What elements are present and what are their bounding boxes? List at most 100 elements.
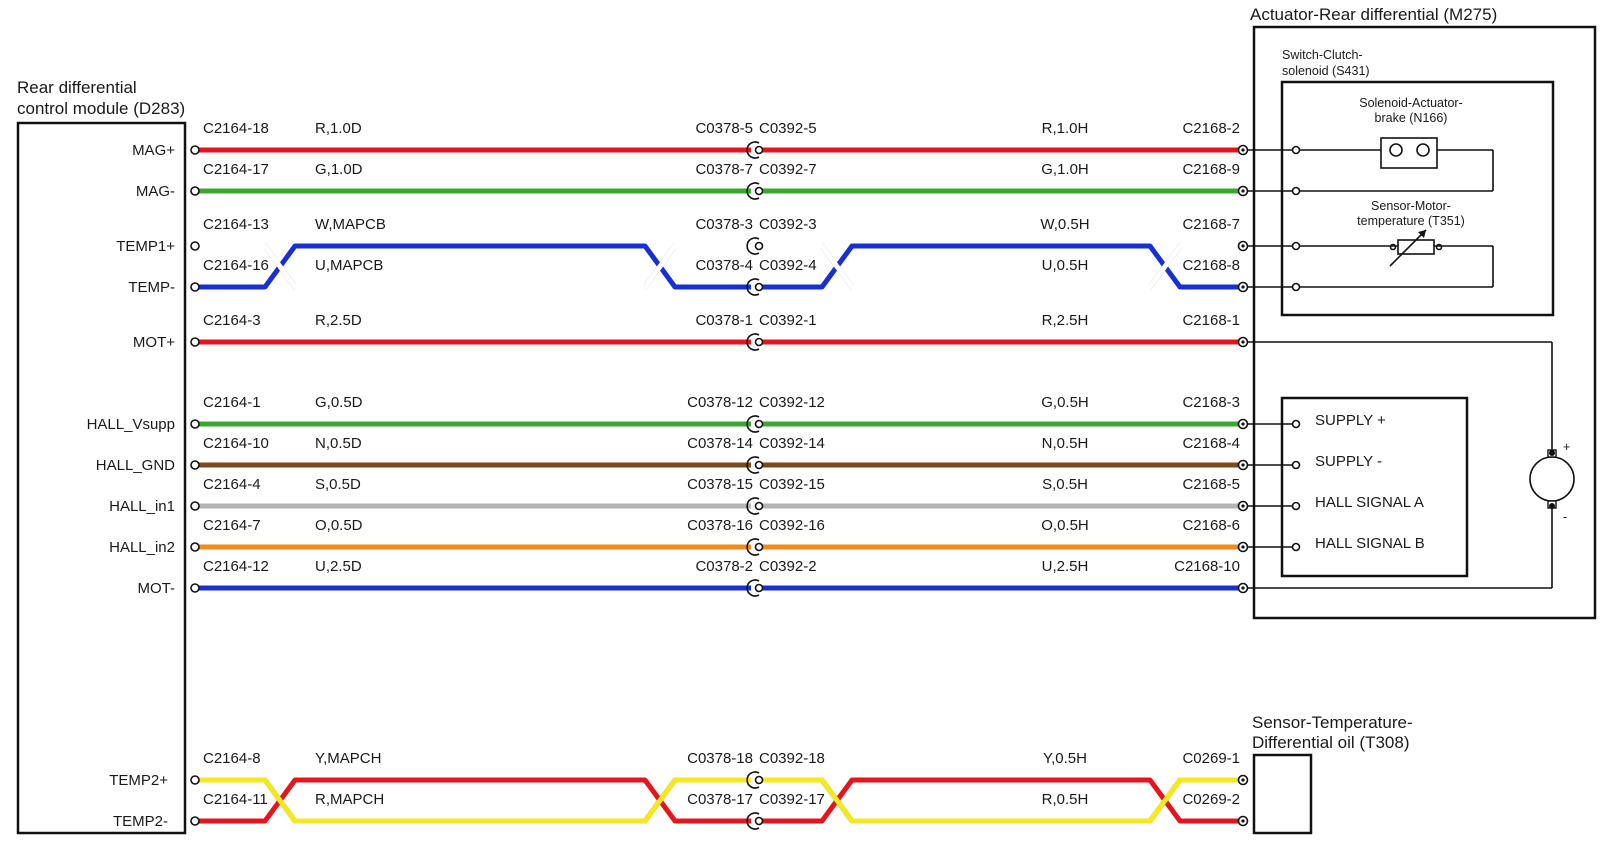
label-w-right: G,1.0H [1041, 161, 1089, 178]
terminal-right-dot [1241, 148, 1245, 152]
terminal-right-dot [1241, 340, 1245, 344]
terminal-right-dot [1241, 819, 1245, 823]
module-box [16, 121, 187, 835]
junction-connector [746, 182, 760, 200]
brake-title-line2: brake (N166) [1375, 111, 1448, 125]
internal-terminal [1291, 145, 1301, 155]
label-c-right: C2168-4 [1182, 435, 1240, 452]
label-c-right: C2168-9 [1182, 161, 1240, 178]
hall-label-supply-plus: SUPPLY + [1315, 412, 1386, 429]
terminal-right-dot [1241, 244, 1245, 248]
label-j-right: C0392-18 [759, 750, 825, 767]
hall-terminal [1291, 501, 1301, 511]
label-c-left: C2164-3 [203, 312, 261, 329]
label-w-right: N,0.5H [1042, 435, 1089, 452]
junction-pin [754, 542, 764, 552]
pin-label: HALL_in1 [109, 498, 175, 515]
label-w-right: W,0.5H [1040, 216, 1089, 233]
label-w-right: Y,0.5H [1043, 750, 1087, 767]
junction-pin [754, 145, 764, 155]
motor-temp-title-line2: temperature (T351) [1357, 214, 1465, 228]
label-c-right: C2168-8 [1182, 257, 1240, 274]
terminal-right-dot [1241, 586, 1245, 590]
label-j-left: C0378-1 [695, 312, 753, 329]
wire [762, 777, 1243, 824]
internal-terminal [1291, 282, 1301, 292]
label-w-right: U,2.5H [1042, 558, 1089, 575]
junction-pin [754, 775, 764, 785]
junction-pin [754, 501, 764, 511]
label-w-left: U,MAPCB [315, 257, 383, 274]
pin-label: TEMP2- [113, 813, 168, 830]
junction-pin [754, 583, 764, 593]
junction-pin [754, 419, 764, 429]
label-w-left: S,0.5D [315, 476, 361, 493]
label-c-left: C2164-16 [203, 257, 269, 274]
wire [195, 243, 751, 290]
terminal-left [190, 460, 200, 470]
wire [195, 777, 751, 824]
pin-label: TEMP- [128, 279, 175, 296]
junction-connector [746, 771, 760, 789]
wire [762, 243, 1243, 290]
label-j-left: C0378-18 [687, 750, 753, 767]
pin-label: HALL_in2 [109, 539, 175, 556]
terminal-right-dot [1241, 545, 1245, 549]
pin-label: MOT- [138, 580, 176, 597]
label-w-left: G,1.0D [315, 161, 363, 178]
junction-connector [746, 497, 760, 515]
motor-icon: + - [1529, 440, 1575, 524]
motor-plus-label: + [1563, 440, 1570, 454]
label-j-right: C0392-3 [759, 216, 817, 233]
label-c-right: C2168-10 [1174, 558, 1240, 575]
pin-label: HALL_GND [96, 457, 175, 474]
module-title-line2: control module (D283) [17, 99, 185, 118]
label-w-left: O,0.5D [315, 517, 363, 534]
hall-label-signal-b: HALL SIGNAL B [1315, 535, 1425, 552]
terminal-left [190, 337, 200, 347]
label-w-left: R,2.5D [315, 312, 362, 329]
junction-connector [746, 141, 760, 159]
label-j-left: C0378-14 [687, 435, 753, 452]
wire [195, 243, 751, 290]
hall-terminal [1291, 542, 1301, 552]
clutch-title-line1: Switch-Clutch- [1282, 48, 1363, 62]
label-j-right: C0392-2 [759, 558, 817, 575]
label-c-right: C2168-7 [1182, 216, 1240, 233]
hall-sensor-box: SUPPLY + SUPPLY - HALL SIGNAL A HALL SIG… [1280, 396, 1469, 578]
clutch-title-line2: solenoid (S431) [1282, 64, 1370, 78]
label-c-left: C2164-1 [203, 394, 261, 411]
label-w-left: W,MAPCB [315, 216, 386, 233]
wire [762, 777, 1243, 824]
label-j-right: C0392-4 [759, 257, 817, 274]
label-j-right: C0392-15 [759, 476, 825, 493]
junction-pin [754, 241, 764, 251]
terminal-left [190, 282, 200, 292]
label-w-left: G,0.5D [315, 394, 363, 411]
label-w-right: S,0.5H [1042, 476, 1088, 493]
junction-pin [754, 337, 764, 347]
clutch-solenoid-box [1280, 80, 1555, 317]
label-j-right: C0392-17 [759, 791, 825, 808]
label-c-left: C2164-8 [203, 750, 261, 767]
label-j-right: C0392-7 [759, 161, 817, 178]
circuit-labels: MAG+ C2164-18 R,1.0D C0378-5 C0392-5 R,1.0H C2… [87, 120, 1249, 830]
label-c-left: C2164-17 [203, 161, 269, 178]
label-j-right: C0392-1 [759, 312, 817, 329]
label-w-right: U,0.5H [1042, 257, 1089, 274]
label-w-left: R,1.0D [315, 120, 362, 137]
junction-connector [746, 415, 760, 433]
terminal-left [190, 583, 200, 593]
brake-solenoid-icon [1380, 137, 1438, 169]
terminal-left [190, 775, 200, 785]
actuator-rear-differential: Actuator-Rear differential (M275) Switch… [1250, 5, 1597, 620]
terminal-left [190, 186, 200, 196]
terminal-right-dot [1241, 463, 1245, 467]
terminal-right-dot [1241, 504, 1245, 508]
label-w-right: R,0.5H [1042, 791, 1089, 808]
wire [195, 777, 751, 824]
terminal-right-dot [1241, 422, 1245, 426]
thermistor-icon [1389, 229, 1443, 267]
pin-label: MAG+ [132, 142, 175, 159]
label-c-right: C0269-1 [1182, 750, 1240, 767]
